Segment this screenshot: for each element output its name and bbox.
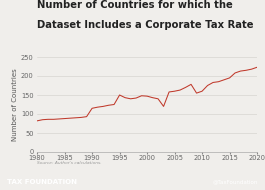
Text: @TaxFoundation: @TaxFoundation (213, 179, 258, 184)
Text: TAX FOUNDATION: TAX FOUNDATION (7, 179, 77, 185)
Text: Number of Countries for which the: Number of Countries for which the (37, 0, 233, 10)
Text: Dataset Includes a Corporate Tax Rate: Dataset Includes a Corporate Tax Rate (37, 20, 254, 30)
Text: Source: Author's calculations.: Source: Author's calculations. (37, 161, 102, 165)
Y-axis label: Number of Countries: Number of Countries (12, 68, 18, 141)
